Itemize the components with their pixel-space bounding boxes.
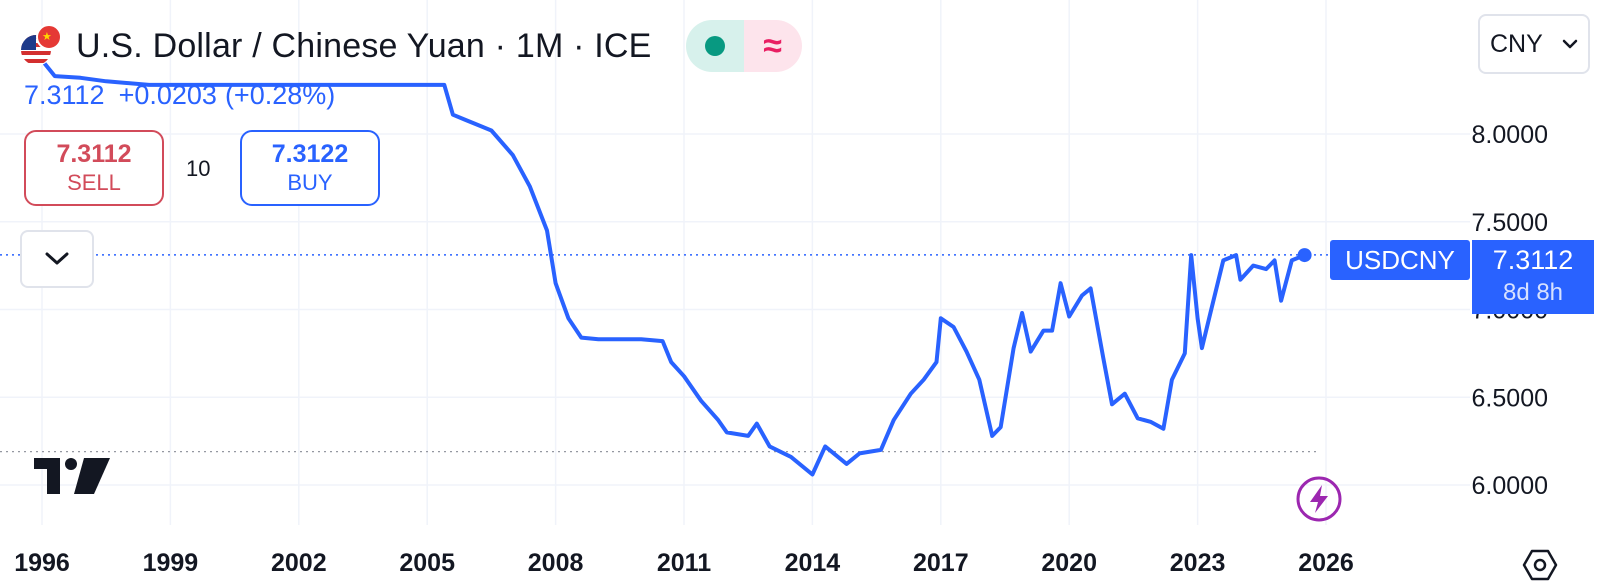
market-open-dot-icon	[704, 36, 725, 56]
x-axis: 1996 1999 2002 2005 2008 2011 2014 2017 2020 2023…	[14, 549, 1354, 577]
x-tick-label: 2005	[399, 549, 455, 577]
x-tick-label: 2002	[271, 549, 327, 577]
hexagon-settings-icon[interactable]	[1522, 547, 1558, 583]
price-change-percent: (+0.28%)	[224, 80, 336, 110]
trade-quantity[interactable]: 10	[186, 156, 211, 181]
buy-price: 7.3122	[271, 140, 349, 168]
approx-wave-icon: ≈	[743, 20, 802, 72]
currency-select[interactable]: CNY	[1478, 14, 1590, 74]
symbol-title[interactable]: U.S. Dollar / Chinese Yuan · 1M · ICE	[76, 26, 652, 65]
current-price-value: 7.3112	[1492, 245, 1574, 275]
collapse-button[interactable]	[20, 230, 94, 288]
last-price: 7.3112	[24, 80, 105, 110]
currency-select-value: CNY	[1490, 29, 1543, 58]
x-tick-label: 2011	[657, 549, 711, 577]
quote-line: 7.3112 +0.0203 (+0.28%)	[24, 80, 335, 111]
chart-header: ★ U.S. Dollar / Chinese Yuan · 1M · ICE …	[20, 16, 802, 76]
price-change: +0.0203	[118, 80, 217, 110]
market-status[interactable]: ≈	[685, 20, 802, 72]
sell-button[interactable]: 7.3112 SELL	[24, 130, 164, 206]
current-price-label: 7.3112 8d 8h	[1472, 240, 1594, 314]
y-tick-label: 7.5000	[1472, 209, 1548, 237]
buy-button[interactable]: 7.3122 BUY	[240, 130, 380, 206]
series-line-usdcny	[35, 53, 1307, 477]
last-price-marker	[1297, 248, 1312, 263]
x-tick-label: 2008	[528, 549, 584, 577]
chevron-down-icon	[1562, 39, 1578, 49]
y-tick-label: 8.0000	[1472, 121, 1548, 149]
sell-price: 7.3112	[56, 140, 132, 168]
usd-cny-flags-icon: ★	[20, 24, 64, 68]
x-tick-label: 2026	[1298, 549, 1354, 577]
x-tick-label: 2014	[785, 549, 841, 577]
symbol-price-label: USDCNY	[1330, 240, 1470, 280]
x-tick-label: 1996	[14, 549, 70, 577]
tradingview-logo-icon[interactable]	[34, 456, 110, 496]
y-tick-label: 6.0000	[1472, 472, 1548, 500]
x-tick-label: 2020	[1041, 549, 1097, 577]
x-tick-label: 2023	[1170, 549, 1226, 577]
chevron-down-icon	[45, 252, 69, 265]
x-tick-label: 1999	[143, 549, 199, 577]
chart-grid	[0, 0, 1470, 525]
lightning-bolt-icon[interactable]	[1295, 475, 1343, 523]
buy-label: BUY	[287, 170, 333, 195]
x-tick-label: 2017	[913, 549, 969, 577]
bar-countdown: 8d 8h	[1502, 279, 1564, 306]
sell-label: SELL	[67, 170, 121, 195]
y-tick-label: 6.5000	[1472, 384, 1548, 412]
